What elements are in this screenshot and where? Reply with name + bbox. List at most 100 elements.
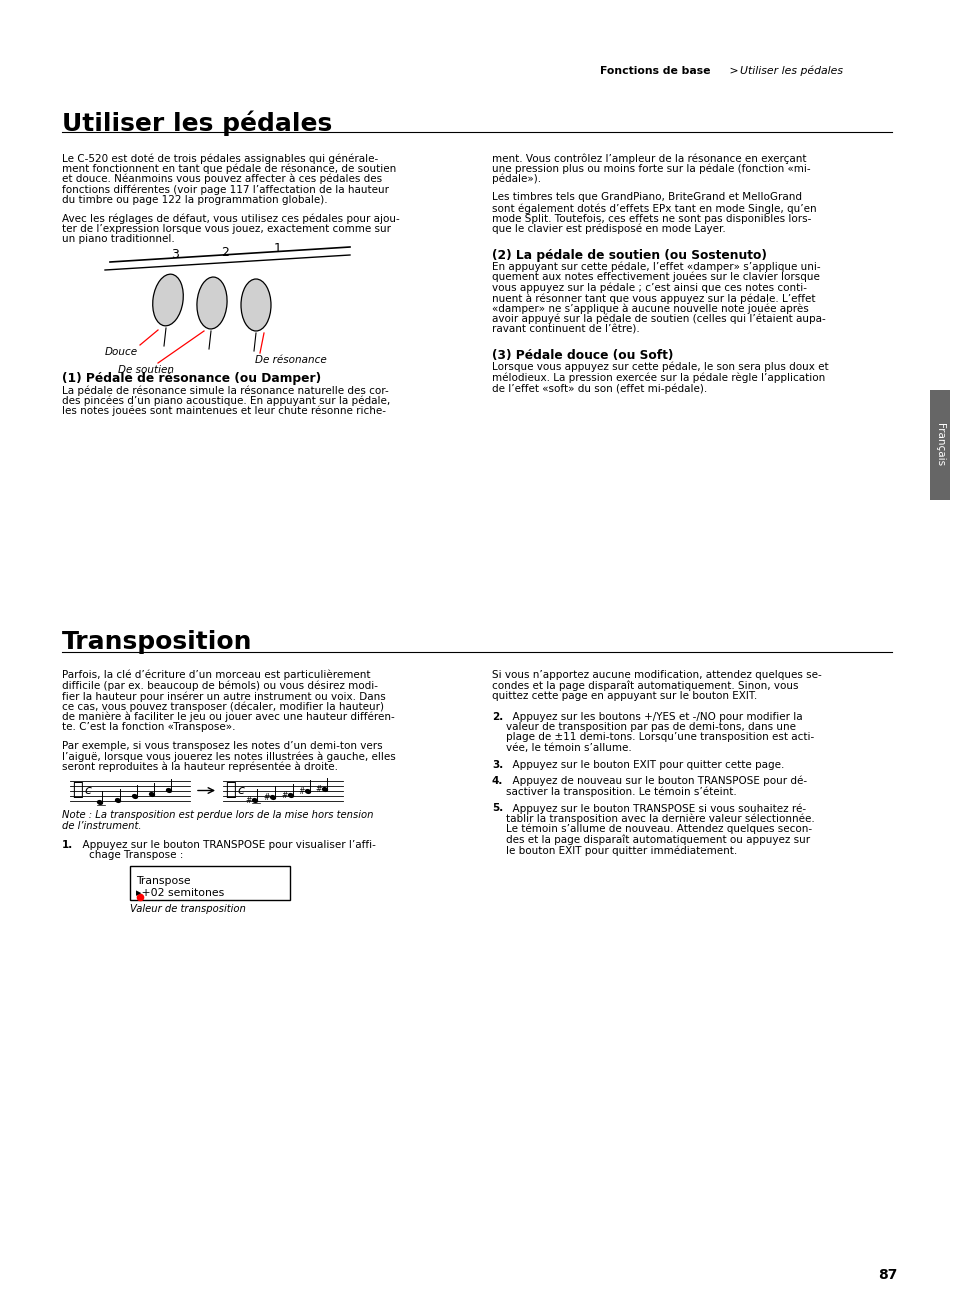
Ellipse shape xyxy=(241,279,271,331)
Text: de manière à faciliter le jeu ou jouer avec une hauteur différen-: de manière à faciliter le jeu ou jouer a… xyxy=(62,712,395,722)
Text: mode Split. Toutefois, ces effets ne sont pas disponibles lors-: mode Split. Toutefois, ces effets ne son… xyxy=(492,213,810,224)
Ellipse shape xyxy=(305,790,310,794)
Text: Transposition: Transposition xyxy=(62,630,253,654)
Bar xyxy=(130,866,290,900)
Text: 2: 2 xyxy=(221,246,229,259)
Text: condes et la page disparaît automatiquement. Sinon, vous: condes et la page disparaît automatiquem… xyxy=(492,680,798,691)
Text: des pincées d’un piano acoustique. En appuyant sur la pédale,: des pincées d’un piano acoustique. En ap… xyxy=(62,395,390,405)
Text: De soutien: De soutien xyxy=(118,365,173,375)
Text: #: # xyxy=(315,785,322,794)
Text: fonctions différentes (voir page 117 l’affectation de la hauteur: fonctions différentes (voir page 117 l’a… xyxy=(62,184,389,195)
Text: une pression plus ou moins forte sur la pédale (fonction «mi-: une pression plus ou moins forte sur la … xyxy=(492,164,810,174)
Text: Appuyez de nouveau sur le bouton TRANSPOSE pour dé-: Appuyez de nouveau sur le bouton TRANSPO… xyxy=(505,776,806,786)
Text: valeur de transposition par pas de demi-tons, dans une: valeur de transposition par pas de demi-… xyxy=(505,722,795,732)
Ellipse shape xyxy=(288,794,294,798)
Text: 𝄞: 𝄞 xyxy=(225,781,235,799)
Text: Lorsque vous appuyez sur cette pédale, le son sera plus doux et: Lorsque vous appuyez sur cette pédale, l… xyxy=(492,362,828,373)
Text: #: # xyxy=(281,791,288,800)
Ellipse shape xyxy=(97,800,102,804)
Text: 2.: 2. xyxy=(492,712,503,722)
Text: chage Transpose :: chage Transpose : xyxy=(76,850,183,859)
Text: Parfois, la clé d’écriture d’un morceau est particulièrement: Parfois, la clé d’écriture d’un morceau … xyxy=(62,670,370,680)
Text: quittez cette page en appuyant sur le bouton EXIT.: quittez cette page en appuyant sur le bo… xyxy=(492,691,757,701)
Text: difficile (par ex. beaucoup de bémols) ou vous désirez modi-: difficile (par ex. beaucoup de bémols) o… xyxy=(62,680,377,691)
Text: De résonance: De résonance xyxy=(254,354,327,365)
Bar xyxy=(929,390,949,500)
Text: #: # xyxy=(298,787,305,797)
Ellipse shape xyxy=(253,799,257,802)
Ellipse shape xyxy=(152,275,183,326)
Text: Appuyez sur le bouton EXIT pour quitter cette page.: Appuyez sur le bouton EXIT pour quitter … xyxy=(505,760,783,769)
Ellipse shape xyxy=(167,789,172,793)
Text: Utiliser les pédales: Utiliser les pédales xyxy=(740,65,842,76)
Text: En appuyant sur cette pédale, l’effet «damper» s’applique uni-: En appuyant sur cette pédale, l’effet «d… xyxy=(492,262,820,272)
Text: l’aiguë, lorsque vous jouerez les notes illustrées à gauche, elles: l’aiguë, lorsque vous jouerez les notes … xyxy=(62,752,395,763)
Text: avoir appuyé sur la pédale de soutien (celles qui l’étaient aupa-: avoir appuyé sur la pédale de soutien (c… xyxy=(492,314,825,324)
Text: 𝄞: 𝄞 xyxy=(71,781,83,799)
Text: #: # xyxy=(246,797,252,804)
Text: Français: Français xyxy=(934,424,944,467)
Text: pédale»).: pédale»). xyxy=(492,174,540,184)
Text: Transpose: Transpose xyxy=(136,875,191,886)
Text: le bouton EXIT pour quitter immédiatement.: le bouton EXIT pour quitter immédiatemen… xyxy=(505,845,737,855)
Text: Avec les réglages de défaut, vous utilisez ces pédales pour ajou-: Avec les réglages de défaut, vous utilis… xyxy=(62,213,399,224)
Text: et douce. Néanmoins vous pouvez affecter à ces pédales des: et douce. Néanmoins vous pouvez affecter… xyxy=(62,174,382,184)
Text: 3.: 3. xyxy=(492,760,503,769)
Text: Utiliser les pédales: Utiliser les pédales xyxy=(62,110,332,136)
Text: des et la page disparaît automatiquement ou appuyez sur: des et la page disparaît automatiquement… xyxy=(505,835,809,845)
Text: (3) Pédale douce (ou Soft): (3) Pédale douce (ou Soft) xyxy=(492,349,673,362)
Text: nuent à résonner tant que vous appuyez sur la pédale. L’effet: nuent à résonner tant que vous appuyez s… xyxy=(492,293,815,303)
Text: ment fonctionnent en tant que pédale de résonance, de soutien: ment fonctionnent en tant que pédale de … xyxy=(62,164,395,174)
Text: Fonctions de base: Fonctions de base xyxy=(599,65,710,76)
Text: c: c xyxy=(236,783,244,797)
Text: Douce: Douce xyxy=(105,347,138,357)
Text: seront reproduites à la hauteur représentée à droite.: seront reproduites à la hauteur représen… xyxy=(62,763,337,773)
Text: ce cas, vous pouvez transposer (décaler, modifier la hauteur): ce cas, vous pouvez transposer (décaler,… xyxy=(62,701,384,712)
Text: 5.: 5. xyxy=(492,803,503,814)
Text: 3: 3 xyxy=(171,249,179,262)
Text: Valeur de transposition: Valeur de transposition xyxy=(130,905,246,914)
Text: Le C-520 est doté de trois pédales assignables qui générale-: Le C-520 est doté de trois pédales assig… xyxy=(62,153,377,164)
Text: #: # xyxy=(264,793,270,802)
Ellipse shape xyxy=(196,277,227,328)
Text: un piano traditionnel.: un piano traditionnel. xyxy=(62,234,174,245)
Text: Si vous n’apportez aucune modification, attendez quelques se-: Si vous n’apportez aucune modification, … xyxy=(492,670,821,680)
Text: Par exemple, si vous transposez les notes d’un demi-ton vers: Par exemple, si vous transposez les note… xyxy=(62,742,382,751)
Text: 4.: 4. xyxy=(492,776,503,786)
Text: de l’instrument.: de l’instrument. xyxy=(62,821,141,831)
Text: Les timbres tels que GrandPiano, BriteGrand et MelloGrand: Les timbres tels que GrandPiano, BriteGr… xyxy=(492,192,801,203)
Text: sactiver la transposition. Le témoin s’éteint.: sactiver la transposition. Le témoin s’é… xyxy=(505,786,736,797)
Text: Appuyez sur le bouton TRANSPOSE pour visualiser l’affi-: Appuyez sur le bouton TRANSPOSE pour vis… xyxy=(76,840,375,849)
Ellipse shape xyxy=(271,795,275,799)
Text: >: > xyxy=(725,65,741,76)
Text: (2) La pédale de soutien (ou Sostenuto): (2) La pédale de soutien (ou Sostenuto) xyxy=(492,249,766,262)
Text: c: c xyxy=(84,783,91,797)
Text: quement aux notes effectivement jouées sur le clavier lorsque: quement aux notes effectivement jouées s… xyxy=(492,272,819,283)
Text: sont également dotés d’effets EPx tant en mode Single, qu’en: sont également dotés d’effets EPx tant e… xyxy=(492,203,816,213)
Text: vous appuyez sur la pédale ; c’est ainsi que ces notes conti-: vous appuyez sur la pédale ; c’est ainsi… xyxy=(492,283,806,293)
Ellipse shape xyxy=(322,787,327,791)
Text: (1) Pédale de résonance (ou Damper): (1) Pédale de résonance (ou Damper) xyxy=(62,371,321,385)
Ellipse shape xyxy=(150,793,154,797)
Text: Appuyez sur les boutons +/YES et -/NO pour modifier la: Appuyez sur les boutons +/YES et -/NO po… xyxy=(505,712,801,722)
Text: que le clavier est prédisposé en mode Layer.: que le clavier est prédisposé en mode La… xyxy=(492,224,725,234)
Text: La pédale de résonance simule la résonance naturelle des cor-: La pédale de résonance simule la résonan… xyxy=(62,385,388,395)
Text: les notes jouées sont maintenues et leur chute résonne riche-: les notes jouées sont maintenues et leur… xyxy=(62,405,386,416)
Text: Appuyez sur le bouton TRANSPOSE si vous souhaitez ré-: Appuyez sur le bouton TRANSPOSE si vous … xyxy=(505,803,805,814)
Text: tablir la transposition avec la dernière valeur sélectionnée.: tablir la transposition avec la dernière… xyxy=(505,814,814,824)
Text: de l’effet «soft» du son (effet mi-pédale).: de l’effet «soft» du son (effet mi-pédal… xyxy=(492,383,706,394)
Text: te. C’est la fonction «Transpose».: te. C’est la fonction «Transpose». xyxy=(62,722,235,732)
Text: 1: 1 xyxy=(274,242,282,255)
Text: ▸+02 semitones: ▸+02 semitones xyxy=(136,888,224,897)
Text: Le témoin s’allume de nouveau. Attendez quelques secon-: Le témoin s’allume de nouveau. Attendez … xyxy=(505,824,811,835)
Text: ter de l’expression lorsque vous jouez, exactement comme sur: ter de l’expression lorsque vous jouez, … xyxy=(62,224,391,234)
Text: «damper» ne s’applique à aucune nouvelle note jouée après: «damper» ne s’applique à aucune nouvelle… xyxy=(492,303,808,314)
Text: plage de ±11 demi-tons. Lorsqu’une transposition est acti-: plage de ±11 demi-tons. Lorsqu’une trans… xyxy=(505,732,814,743)
Text: ravant continuent de l’être).: ravant continuent de l’être). xyxy=(492,324,639,335)
Text: ment. Vous contrôlez l’ampleur de la résonance en exerçant: ment. Vous contrôlez l’ampleur de la rés… xyxy=(492,153,805,164)
Ellipse shape xyxy=(132,795,137,798)
Text: 1.: 1. xyxy=(62,840,73,849)
Text: Note : La transposition est perdue lors de la mise hors tension: Note : La transposition est perdue lors … xyxy=(62,811,374,820)
Text: fier la hauteur pour insérer un autre instrument ou voix. Dans: fier la hauteur pour insérer un autre in… xyxy=(62,691,385,701)
Text: du timbre ou page 122 la programmation globale).: du timbre ou page 122 la programmation g… xyxy=(62,195,327,205)
